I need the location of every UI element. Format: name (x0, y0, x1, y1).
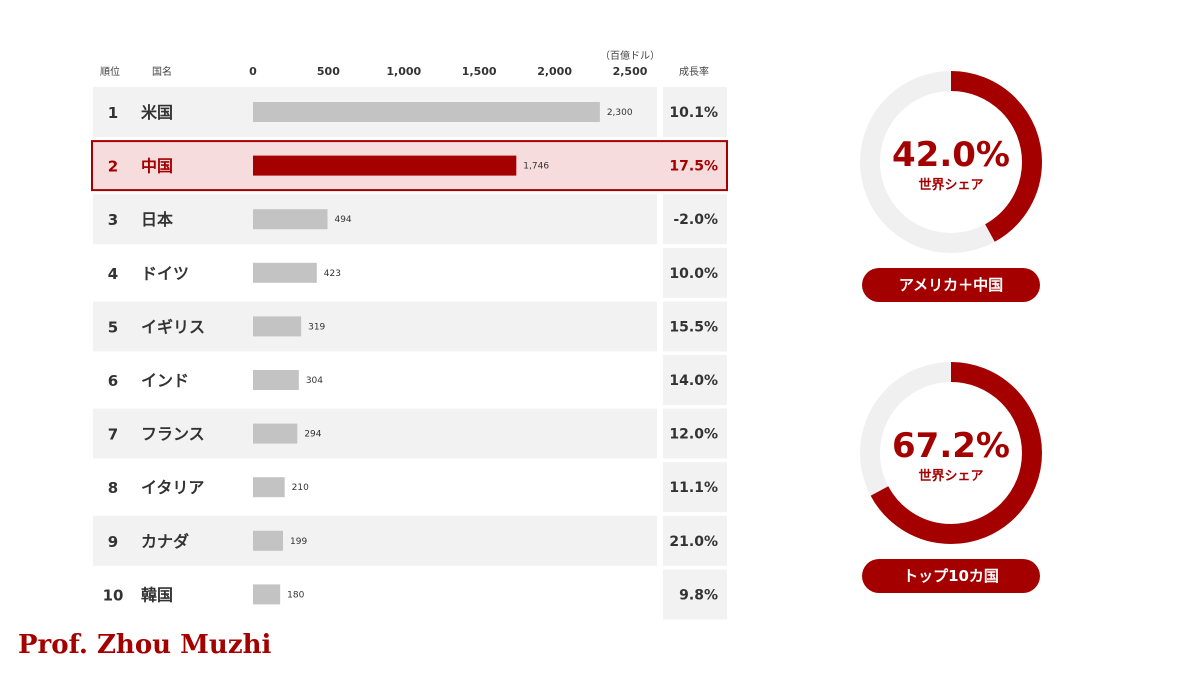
header-rank: 順位 (100, 65, 120, 78)
bar (253, 209, 328, 230)
growth-label: 21.0% (669, 534, 718, 550)
growth-band (663, 194, 727, 245)
country-label: 中国 (141, 157, 173, 176)
bar-value-label: 423 (324, 269, 341, 279)
table-row: 4 ドイツ 423 10.0% (108, 262, 718, 283)
growth-label: 12.0% (669, 427, 718, 443)
growth-band (663, 515, 727, 566)
donut-sublabel: 世界シェア (918, 177, 983, 193)
growth-band (663, 247, 727, 298)
header-growth: 成長率 (679, 65, 709, 78)
bar-value-label: 304 (306, 376, 323, 386)
header-country: 国名 (152, 65, 172, 78)
growth-label: 15.5% (669, 319, 718, 335)
growth-band (663, 462, 727, 513)
country-label: 韓国 (141, 585, 173, 604)
donut-caption-us-china: アメリカ＋中国 (862, 268, 1040, 302)
bar-value-label: 2,300 (607, 108, 633, 118)
table-row: 3 日本 494 -2.0% (108, 209, 718, 230)
country-label: インド (141, 371, 189, 390)
row-band (93, 408, 657, 459)
rank-label: 9 (108, 533, 118, 551)
country-label: 日本 (141, 210, 173, 229)
growth-label: 10.1% (669, 105, 718, 121)
country-label: イタリア (141, 478, 204, 497)
growth-band (663, 87, 727, 137)
x-tick-label: 1,500 (462, 65, 497, 78)
bar-value-label: 1,746 (523, 162, 549, 172)
country-label: カナダ (141, 532, 189, 551)
x-tick-label: 2,000 (537, 65, 572, 78)
table-row: 5 イギリス 319 15.5% (108, 316, 718, 337)
rank-label: 7 (108, 426, 118, 444)
growth-label: -2.0% (673, 212, 718, 228)
country-label: ドイツ (141, 264, 189, 283)
table-row: 6 インド 304 14.0% (108, 370, 718, 390)
bar (253, 370, 299, 390)
table-row: 7 フランス 294 12.0% (108, 423, 718, 444)
rank-label: 3 (108, 211, 118, 229)
table-row: 9 カナダ 199 21.0% (108, 530, 718, 551)
rank-label: 4 (108, 265, 118, 283)
growth-band (663, 355, 727, 405)
row-band (93, 301, 657, 352)
country-label: イギリス (141, 317, 205, 336)
bar-value-label: 294 (304, 430, 321, 440)
bar (253, 423, 298, 444)
growth-label: 10.0% (669, 266, 718, 282)
x-tick-label: 500 (317, 65, 340, 78)
x-tick-label: 0 (249, 65, 257, 78)
row-band (93, 515, 657, 566)
growth-band (663, 301, 727, 352)
bar (253, 316, 302, 337)
bar-value-label: 210 (292, 483, 309, 493)
rank-label: 1 (108, 104, 118, 122)
bar (253, 477, 285, 498)
bar (253, 155, 517, 176)
donut-share-arc (860, 362, 1042, 544)
rank-label: 10 (103, 586, 124, 604)
donut-caption-top10: トップ10カ国 (862, 559, 1040, 593)
rank-label: 6 (108, 372, 118, 390)
author-credit: Prof. Zhou Muzhi (18, 630, 272, 660)
row-band (93, 194, 657, 245)
table-row: 8 イタリア 210 11.1% (108, 477, 718, 498)
rank-label: 2 (108, 158, 118, 176)
bar (253, 530, 284, 551)
axis-unit-label: （百億ドル） (600, 49, 660, 62)
donut-sublabel: 世界シェア (918, 468, 983, 484)
rank-label: 5 (108, 318, 118, 336)
growth-band (663, 569, 727, 620)
donut-percent-label: 42.0% (892, 135, 1010, 175)
country-label: 米国 (141, 103, 173, 122)
bar-value-label: 180 (287, 590, 304, 600)
bar-value-label: 199 (290, 537, 307, 547)
country-label: フランス (141, 425, 205, 444)
growth-label: 14.0% (669, 373, 718, 389)
bar (253, 262, 317, 283)
table-row: 2 中国 1,746 17.5% (108, 155, 718, 176)
bar-value-label: 319 (308, 322, 325, 332)
growth-label: 17.5% (669, 159, 718, 175)
x-tick-label: 2,500 (613, 65, 648, 78)
donut-share-arc (860, 71, 1042, 253)
table-row: 10 韓国 180 9.8% (103, 584, 718, 605)
x-tick-label: 1,000 (386, 65, 421, 78)
growth-label: 9.8% (679, 587, 718, 603)
growth-label: 11.1% (669, 480, 718, 496)
donut-percent-label: 67.2% (892, 426, 1010, 466)
bar (253, 102, 600, 122)
bar-value-label: 494 (334, 215, 351, 225)
rank-label: 8 (108, 479, 118, 497)
bar (253, 584, 281, 605)
growth-band (663, 408, 727, 459)
table-row: 1 米国 2,300 10.1% (108, 102, 718, 122)
